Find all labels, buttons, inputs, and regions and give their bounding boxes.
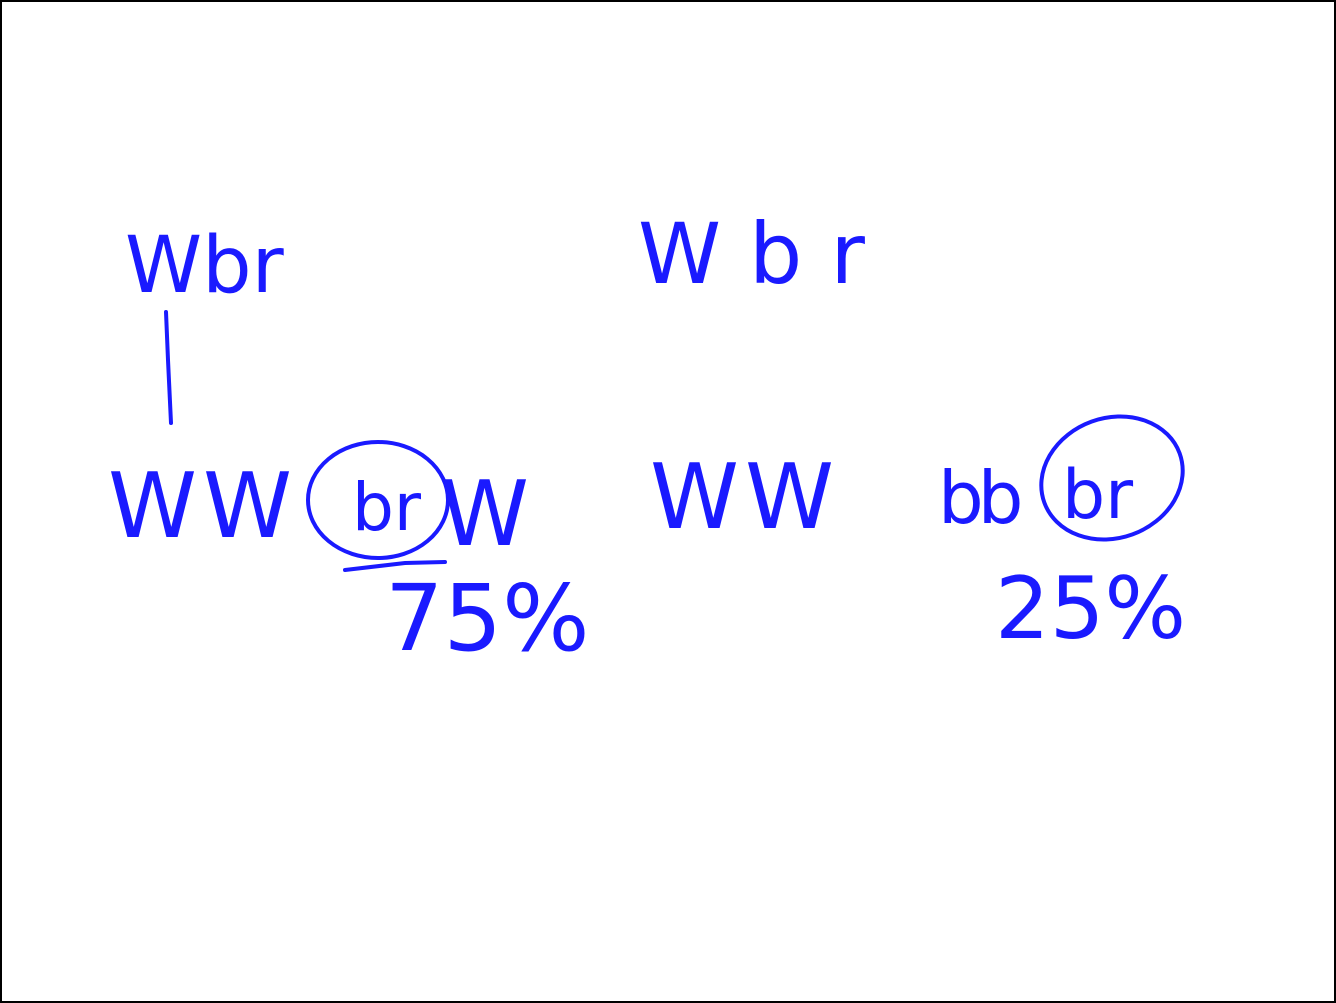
note: Wbr — [638, 205, 893, 303]
note: br — [1062, 456, 1133, 535]
note: bb — [938, 456, 1020, 540]
note: WW — [108, 454, 298, 559]
circle — [1039, 414, 1185, 542]
note: 75% — [385, 565, 589, 672]
underline — [343, 560, 447, 572]
note: W — [440, 462, 529, 567]
note: Wbr — [125, 221, 285, 311]
note: br — [352, 469, 422, 546]
branch-line — [164, 310, 173, 425]
circle — [306, 440, 450, 560]
note: 25% — [995, 559, 1186, 659]
note: WW — [650, 445, 840, 550]
